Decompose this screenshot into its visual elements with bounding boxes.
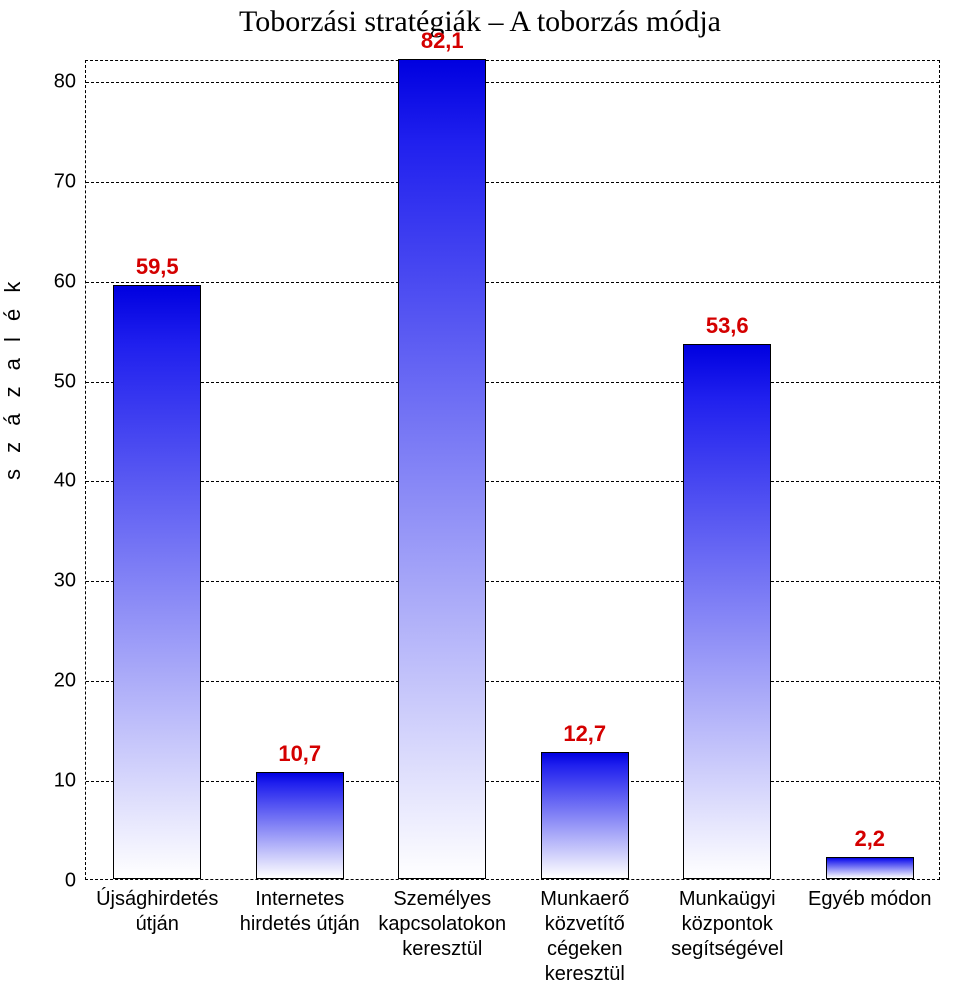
x-category-label: Munkaerő közvetítő cégeken keresztül [515, 887, 655, 987]
plot-area: 0102030405060708059,5Újsághirdetés útján… [85, 60, 940, 880]
x-category-label: Személyes kapcsolatokon keresztül [372, 887, 512, 962]
gridline [86, 481, 939, 482]
x-category-label: Újsághirdetés útján [87, 887, 227, 937]
gridline [86, 282, 939, 283]
bar: 53,6 [683, 344, 771, 879]
bar: 10,7 [256, 772, 344, 879]
y-tick-label: 60 [36, 270, 76, 293]
bar-group: 82,1Személyes kapcsolatokon keresztül [398, 59, 486, 879]
y-tick-label: 40 [36, 470, 76, 493]
bar-value-label: 12,7 [563, 721, 606, 747]
bar: 12,7 [541, 752, 629, 879]
bar: 59,5 [113, 285, 201, 879]
chart-title: Toborzási stratégiák – A toborzás módja [0, 5, 960, 39]
y-tick-label: 20 [36, 670, 76, 693]
y-tick-label: 80 [36, 70, 76, 93]
bar-value-label: 53,6 [706, 313, 749, 339]
bar-value-label: 2,2 [854, 826, 885, 852]
gridline [86, 182, 939, 183]
y-tick-label: 30 [36, 570, 76, 593]
bar-group: 10,7Internetes hirdetés útján [256, 59, 344, 879]
gridline [86, 382, 939, 383]
bar: 2,2 [826, 857, 914, 879]
x-category-label: Munkaügyi központok segítségével [657, 887, 797, 962]
x-category-label: Egyéb módon [800, 887, 940, 912]
bar-group: 53,6Munkaügyi központok segítségével [683, 59, 771, 879]
bar-group: 2,2Egyéb módon [826, 59, 914, 879]
x-category-label: Internetes hirdetés útján [230, 887, 370, 937]
bar-group: 12,7Munkaerő közvetítő cégeken keresztül [541, 59, 629, 879]
gridline [86, 82, 939, 83]
y-axis-label: s z á z a l é k [0, 277, 26, 480]
gridline [86, 681, 939, 682]
y-tick-label: 70 [36, 170, 76, 193]
bar: 82,1 [398, 59, 486, 879]
gridline [86, 781, 939, 782]
y-tick-label: 50 [36, 370, 76, 393]
gridline [86, 581, 939, 582]
bar-value-label: 10,7 [278, 741, 321, 767]
bar-value-label: 59,5 [136, 254, 179, 280]
bar-value-label: 82,1 [421, 28, 464, 54]
bar-group: 59,5Újsághirdetés útján [113, 59, 201, 879]
y-tick-label: 10 [36, 770, 76, 793]
y-tick-label: 0 [36, 870, 76, 893]
